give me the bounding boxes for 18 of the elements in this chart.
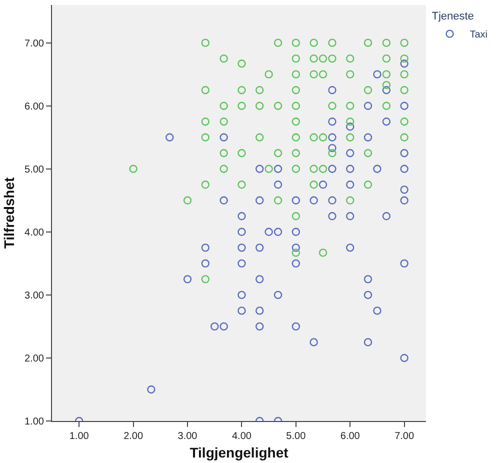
legend-title: Tjeneste — [432, 10, 474, 22]
legend-label: Taxi — [470, 30, 488, 41]
y-tick-label: 6.00 — [24, 101, 44, 112]
x-tick-label: 4.00 — [232, 431, 252, 442]
x-axis-title: Tilgjengelighet — [190, 444, 289, 460]
y-tick-label: 7.00 — [24, 38, 44, 50]
y-tick-label: 2.00 — [24, 353, 44, 364]
x-tick-label: 6.00 — [340, 431, 360, 442]
y-tick-label: 4.00 — [24, 227, 44, 238]
x-tick-label: 7.00 — [394, 431, 414, 442]
y-tick-label: 1.00 — [24, 416, 44, 428]
x-tick-label: 3.00 — [178, 431, 198, 442]
y-tick-label: 3.00 — [24, 290, 44, 302]
x-tick-label: 2.00 — [124, 431, 144, 442]
y-axis-title: Tilfredshet — [1, 177, 18, 249]
x-tick-label: 5.00 — [286, 431, 306, 442]
x-tick-label: 1.00 — [69, 431, 90, 442]
y-tick-label: 5.00 — [24, 164, 44, 176]
